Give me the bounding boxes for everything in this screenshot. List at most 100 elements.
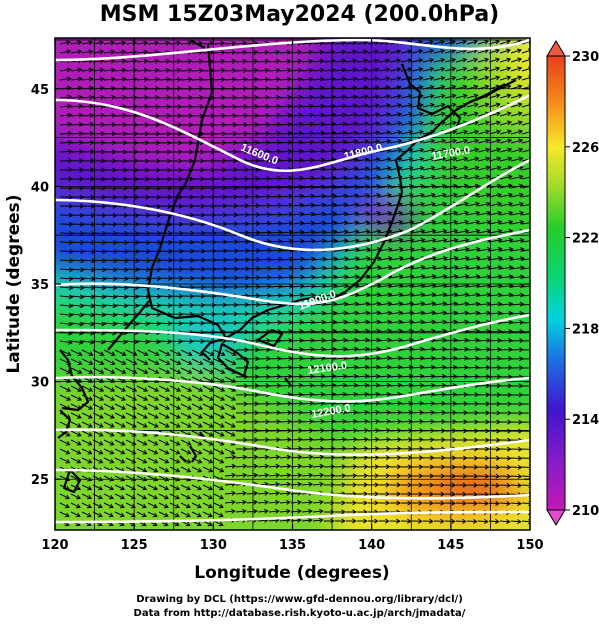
wind-arrow (268, 356, 282, 362)
wind-arrow (279, 463, 292, 469)
wind-arrow (268, 490, 281, 496)
wind-arrow (235, 113, 249, 119)
wind-arrow (334, 464, 347, 470)
wind-arrow (422, 328, 436, 334)
wind-arrow (323, 256, 338, 262)
wind-arrow (103, 321, 118, 327)
wind-arrow (224, 77, 237, 83)
wind-arrow (279, 265, 294, 271)
wind-arrow (455, 174, 469, 180)
wind-arrow (92, 321, 107, 327)
wind-arrow (147, 76, 160, 82)
wind-arrow (510, 310, 525, 316)
wind-arrow (521, 455, 530, 461)
wind-arrow (345, 103, 358, 109)
wind-arrow (59, 511, 70, 518)
wind-arrow (301, 481, 314, 487)
wind-arrow (389, 428, 402, 434)
wind-arrow (92, 394, 105, 401)
wind-arrow (510, 274, 525, 280)
wind-arrow (433, 165, 447, 171)
wind-arrow (323, 148, 337, 154)
wind-arrow (114, 49, 127, 55)
wind-arrow (312, 517, 324, 523)
wind-arrow (268, 274, 283, 280)
wind-arrow (70, 330, 84, 336)
wind-arrow (257, 212, 272, 218)
wind-arrow (356, 337, 370, 343)
wind-arrow (411, 410, 425, 416)
wind-arrow (312, 130, 326, 136)
wind-arrow (103, 276, 118, 282)
wind-arrow (422, 120, 436, 126)
wind-arrow (433, 57, 446, 63)
wind-arrow (345, 310, 360, 316)
wind-arrow (488, 57, 501, 63)
wind-arrow (268, 310, 283, 316)
wind-arrow (136, 339, 150, 345)
wind-arrow (521, 349, 530, 351)
wind-arrow (114, 249, 129, 255)
wind-arrow (312, 49, 325, 55)
wind-arrow (257, 490, 270, 496)
wind-arrow (279, 355, 293, 362)
wind-arrow (103, 249, 118, 255)
wind-arrow (136, 493, 147, 500)
wind-arrow (367, 175, 381, 180)
wind-arrow (367, 112, 381, 118)
wind-arrow (301, 202, 316, 208)
wind-arrow (191, 77, 204, 83)
wind-arrow (312, 346, 326, 352)
wind-arrow (268, 265, 283, 271)
wind-arrow (136, 49, 149, 55)
wind-arrow (466, 228, 481, 234)
wind-arrow (279, 365, 293, 371)
wind-arrow (268, 247, 283, 253)
wind-arrow (455, 129, 469, 135)
wind-arrow (125, 49, 138, 55)
wind-arrow (499, 428, 512, 434)
wind-arrow (510, 292, 525, 298)
wind-arrow (158, 466, 170, 473)
wind-arrow (499, 120, 512, 126)
wind-arrow (444, 210, 459, 216)
wind-arrow (444, 120, 457, 126)
wind-arrow (499, 174, 513, 180)
wind-arrow (268, 58, 281, 64)
wind-arrow (301, 76, 314, 82)
wind-arrow (103, 67, 116, 73)
wind-arrow (92, 412, 104, 419)
wind-arrow (356, 409, 370, 415)
wind-arrow (488, 328, 503, 334)
wind-arrow (257, 58, 270, 64)
wind-arrow (345, 418, 358, 424)
wind-arrow (235, 508, 247, 514)
wind-arrow (323, 211, 338, 217)
wind-arrow (334, 148, 348, 154)
contour-label: 12100.0 (307, 360, 348, 377)
wind-arrow (488, 446, 501, 452)
wind-arrow (510, 256, 525, 261)
wind-arrow (147, 349, 160, 356)
wind-arrow (224, 95, 237, 101)
wind-arrow (422, 75, 435, 81)
wind-arrow (268, 175, 282, 181)
wind-arrow (334, 211, 349, 217)
wind-arrow (488, 48, 501, 54)
wind-arrow (290, 103, 304, 109)
wind-arrow (389, 255, 404, 261)
wind-arrow (411, 165, 425, 171)
wind-arrow (400, 210, 415, 216)
wind-arrow (92, 230, 107, 236)
wind-arrow (411, 183, 425, 189)
wind-arrow (213, 86, 226, 92)
wind-arrow (235, 77, 248, 83)
wind-arrow (180, 448, 192, 455)
wind-arrow (521, 340, 530, 342)
wind-arrow (499, 347, 513, 353)
wind-arrow (389, 49, 402, 55)
wind-arrow (257, 194, 272, 200)
wind-arrow (356, 157, 370, 163)
